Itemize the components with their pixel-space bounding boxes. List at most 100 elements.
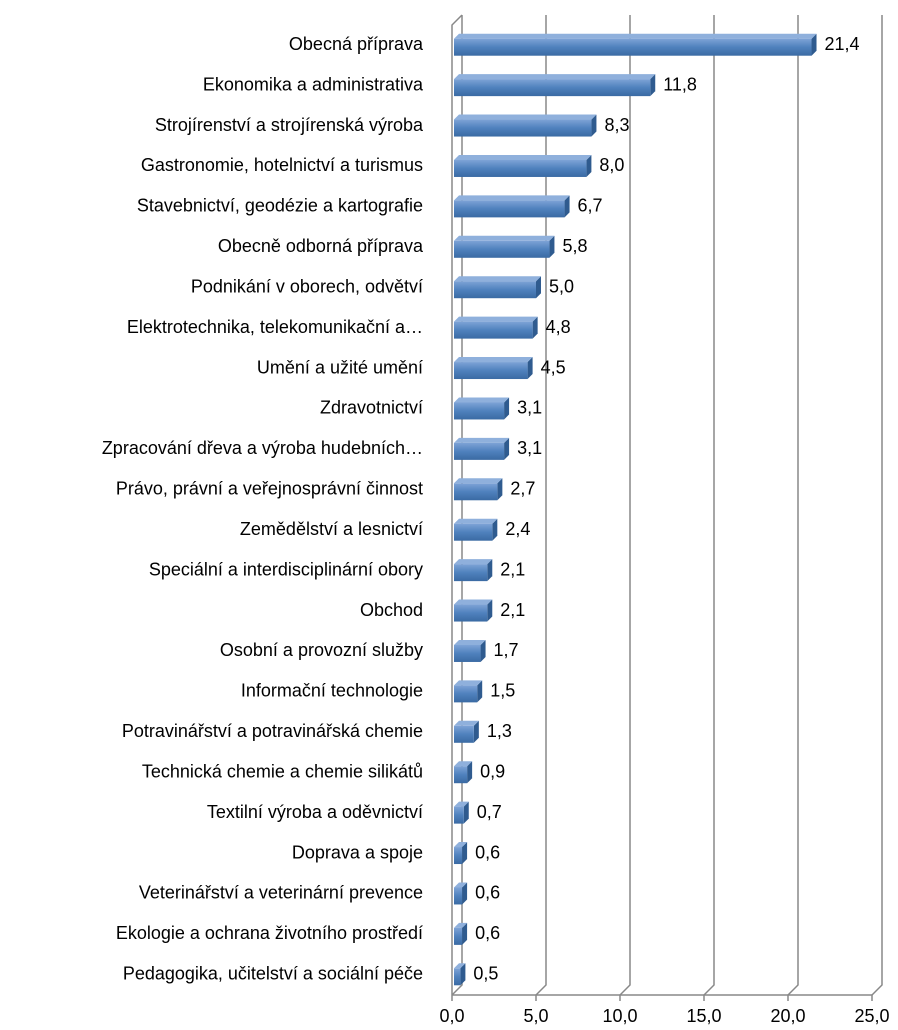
x-tick-label: 15,0 <box>686 1006 721 1026</box>
value-label: 2,1 <box>500 600 525 620</box>
bar-side <box>477 680 483 703</box>
bar <box>454 483 498 501</box>
value-label: 5,8 <box>562 236 587 256</box>
grid-line <box>871 15 883 996</box>
x-tick-label: 0,0 <box>439 1006 464 1026</box>
bar-side <box>462 922 468 945</box>
bar-side <box>504 397 510 420</box>
bar <box>454 887 463 905</box>
x-tick-label: 10,0 <box>602 1006 637 1026</box>
bar-top <box>454 316 538 322</box>
bar <box>454 38 812 56</box>
bar-side <box>497 478 503 501</box>
category-label: Elektrotechnika, telekomunikační a… <box>127 317 423 337</box>
bar-top <box>454 559 493 565</box>
bar-top <box>454 74 656 80</box>
bar-top <box>454 33 817 39</box>
bar-side <box>487 599 493 622</box>
category-label: Doprava a spoje <box>292 842 423 862</box>
bar <box>454 200 565 218</box>
grid-line <box>787 15 799 996</box>
bar-top <box>454 397 510 403</box>
bar <box>454 927 463 945</box>
value-label: 0,6 <box>475 842 500 862</box>
grid-line <box>535 15 547 996</box>
bar-top <box>454 478 503 484</box>
bar <box>454 604 488 622</box>
bar-side <box>492 518 498 541</box>
bar-top <box>454 680 483 686</box>
bar-top <box>454 599 493 605</box>
bar-side <box>527 357 533 380</box>
bar-side <box>460 963 466 986</box>
value-label: 2,4 <box>505 519 530 539</box>
category-label: Potravinářství a potravinářská chemie <box>122 721 423 741</box>
bar-top <box>454 801 469 807</box>
bar-top <box>454 235 555 241</box>
bar-top <box>454 437 510 443</box>
value-label: 4,8 <box>546 317 571 337</box>
value-label: 0,7 <box>477 802 502 822</box>
bar <box>454 79 651 97</box>
category-label: Obchod <box>360 600 423 620</box>
value-label: 11,8 <box>663 74 697 94</box>
category-label: Umění a užité umění <box>257 357 423 377</box>
bar <box>454 321 533 339</box>
bar-top <box>454 154 592 160</box>
bar-top <box>454 720 479 726</box>
bar-top <box>454 963 466 969</box>
bar <box>454 442 505 460</box>
value-label: 5,0 <box>549 276 574 296</box>
bar-top <box>454 842 468 848</box>
bar-side <box>564 195 570 218</box>
left-wall <box>451 14 463 995</box>
bar-top <box>454 195 570 201</box>
x-tick-label: 25,0 <box>854 1006 889 1026</box>
value-label: 1,5 <box>490 681 515 701</box>
category-label: Strojírenství a strojírenská výroba <box>155 115 424 135</box>
category-label: Právo, právní a veřejnosprávní činnost <box>116 479 423 499</box>
bar-side <box>536 276 541 299</box>
bar <box>454 119 592 137</box>
category-label: Osobní a provozní služby <box>220 640 423 660</box>
bar-top <box>454 882 468 888</box>
value-label: 8,3 <box>604 115 629 135</box>
bar-side <box>650 74 656 97</box>
bar-side <box>532 316 538 339</box>
value-label: 3,1 <box>517 398 542 418</box>
category-label: Technická chemie a chemie silikátů <box>142 761 423 781</box>
bar-side <box>487 559 493 582</box>
value-label: 2,1 <box>500 559 525 579</box>
bar-top <box>454 761 473 767</box>
bar <box>454 644 481 662</box>
bar <box>454 159 587 177</box>
bar <box>454 564 488 582</box>
bar-side <box>591 114 597 137</box>
bar-top <box>454 639 486 645</box>
bar <box>454 968 461 986</box>
bar-side <box>811 33 817 56</box>
bar <box>454 523 493 541</box>
bar-top <box>454 922 468 928</box>
value-label: 0,6 <box>475 883 500 903</box>
value-label: 0,6 <box>475 923 500 943</box>
bar <box>454 766 468 784</box>
value-label: 21,4 <box>825 34 860 54</box>
category-label: Zdravotnictví <box>320 398 423 418</box>
x-tick-label: 5,0 <box>523 1006 548 1026</box>
category-label: Veterinářství a veterinární prevence <box>139 883 423 903</box>
category-label: Podnikání v oborech, odvětví <box>191 276 423 296</box>
bar-side <box>462 882 468 905</box>
bar-side <box>586 154 592 177</box>
bar-top <box>454 276 541 282</box>
value-label: 6,7 <box>578 196 603 216</box>
bar <box>454 685 478 703</box>
category-label: Zemědělství a lesnictví <box>240 519 423 539</box>
value-label: 0,9 <box>480 761 505 781</box>
bar-top <box>454 357 533 363</box>
value-label: 0,5 <box>473 964 498 984</box>
bar <box>454 362 528 380</box>
bar-top <box>454 518 498 524</box>
value-label: 4,5 <box>541 357 566 377</box>
